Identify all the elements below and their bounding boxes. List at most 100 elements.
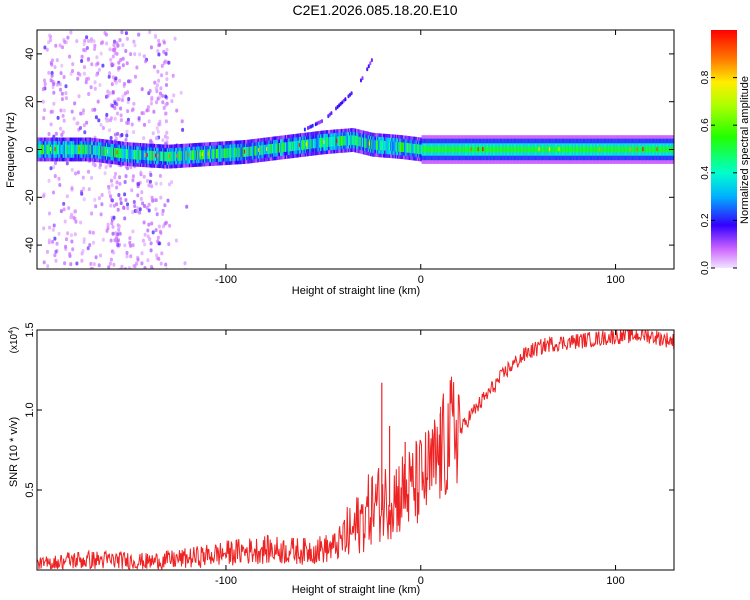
heatmap-cell — [124, 198, 128, 202]
heatmap-cell — [657, 146, 659, 153]
heatmap-cell — [377, 140, 379, 150]
heatmap-cell — [582, 146, 585, 153]
heatmap-cell — [157, 224, 161, 229]
heatmap-cell — [170, 99, 174, 104]
heatmap-cell — [138, 207, 142, 212]
heatmap-cell — [432, 146, 434, 153]
heatmap-cell — [162, 49, 166, 54]
heatmap-cell — [112, 262, 116, 267]
heatmap-cell — [154, 228, 158, 233]
heatmap-cell — [158, 119, 162, 124]
heatmap-cell — [350, 91, 353, 96]
heatmap-cell — [71, 62, 75, 67]
heatmap-cell — [137, 116, 141, 121]
heatmap-cell — [133, 52, 137, 57]
heatmap-cell — [114, 80, 118, 85]
heatmap-cell — [68, 54, 72, 59]
heatmap-cell — [164, 103, 168, 107]
heatmap-cell — [326, 137, 329, 147]
heatmap-cell — [77, 144, 80, 155]
heatmap-cell — [228, 148, 231, 158]
heatmap-cell — [250, 146, 253, 156]
heatmap-cell — [124, 31, 128, 36]
heatmap-cell — [160, 151, 163, 162]
heatmap-cell — [95, 55, 99, 60]
heatmap-cell — [425, 146, 427, 153]
heatmap-cell — [183, 150, 185, 161]
heatmap-cell — [80, 189, 84, 194]
heatmap-cell — [130, 108, 134, 113]
heatmap-cell — [115, 102, 119, 107]
heatmap-cell — [519, 146, 522, 153]
heatmap-cell — [596, 146, 599, 153]
heatmap-cell — [131, 229, 135, 234]
heatmap-cell — [101, 237, 105, 242]
heatmap-cell — [385, 141, 387, 151]
heatmap-cell — [154, 35, 158, 40]
heatmap-cell — [54, 249, 58, 254]
heatmap-cell — [149, 173, 153, 177]
heatmap-cell — [91, 162, 95, 167]
heatmap-cell — [62, 75, 66, 79]
heatmap-cell — [357, 136, 359, 146]
heatmap-cell — [113, 132, 117, 137]
heatmap-cell — [156, 239, 160, 244]
heatmap-cell — [71, 247, 75, 252]
heatmap-cell — [329, 137, 331, 147]
heatmap-cell — [62, 207, 66, 212]
snr-y-label: SNR (10 * v/v) — [8, 417, 20, 487]
heatmap-cell — [84, 144, 87, 155]
heatmap-cell — [443, 146, 446, 153]
heatmap-cell — [663, 146, 665, 153]
heatmap-cell — [111, 231, 115, 236]
heatmap-cell — [89, 266, 93, 269]
heatmap-cell — [80, 144, 82, 155]
heatmap-cell — [126, 206, 130, 211]
heatmap-cell — [67, 144, 69, 155]
heatmap-cell — [100, 146, 102, 156]
heatmap-cell — [198, 150, 200, 160]
heatmap-cell — [94, 145, 96, 155]
heatmap-cell — [126, 120, 130, 125]
heatmap-cell — [435, 146, 437, 153]
heatmap-cell — [307, 126, 309, 130]
heatmap-cell — [57, 231, 61, 236]
heatmap-cell — [82, 237, 86, 242]
heatmap-cell — [127, 97, 131, 101]
heatmap-cell — [653, 146, 655, 153]
spectrogram-x-label: Height of straight line (km) — [292, 285, 420, 297]
heatmap-cell — [184, 150, 186, 161]
heatmap-cell — [451, 146, 454, 153]
heatmap-cell — [372, 140, 374, 150]
heatmap-cell — [106, 222, 110, 227]
colorbar-tick-label: 0.0 — [700, 261, 711, 275]
heatmap-cell — [125, 61, 129, 66]
heatmap-cell — [100, 193, 104, 197]
heatmap-cell — [113, 116, 117, 121]
heatmap-cell — [311, 123, 314, 128]
heatmap-cell — [85, 35, 89, 40]
heatmap-cell — [349, 135, 351, 145]
heatmap-cell — [85, 120, 89, 125]
heatmap-cell — [103, 31, 107, 35]
heatmap-cell — [367, 64, 370, 69]
heatmap-cell — [116, 43, 120, 48]
heatmap-cell — [619, 146, 621, 153]
heatmap-cell — [95, 145, 97, 155]
heatmap-cell — [181, 127, 185, 132]
heatmap-cell — [318, 138, 321, 148]
heatmap-cell — [650, 146, 652, 153]
heatmap-cell — [74, 144, 76, 155]
heatmap-cell — [147, 222, 151, 227]
heatmap-cell — [381, 140, 384, 151]
heatmap-cell — [90, 211, 94, 216]
heatmap-cell — [400, 142, 402, 152]
heatmap-cell — [87, 169, 90, 174]
heatmap-cell — [356, 136, 358, 146]
heatmap-cell — [163, 221, 167, 226]
heatmap-cell — [163, 59, 167, 64]
heatmap-cell — [150, 95, 154, 100]
heatmap-cell — [121, 148, 123, 159]
heatmap-cell — [273, 143, 275, 154]
heatmap-cell — [96, 99, 100, 104]
